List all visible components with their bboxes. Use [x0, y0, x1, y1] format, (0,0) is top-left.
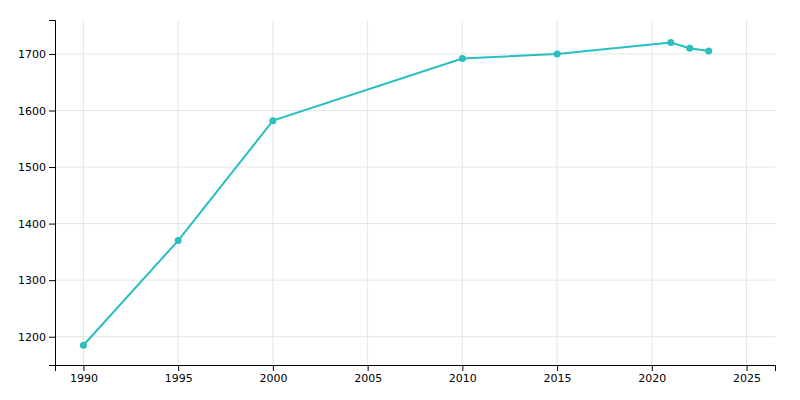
- grid-line-y: [55, 223, 775, 224]
- x-tick-label: 2000: [259, 372, 287, 385]
- plot: 1990 1995 2000 2005 2010 2015 2020 2025 1200 1300…: [18, 20, 776, 385]
- x-tick-mark: [652, 365, 653, 371]
- x-axis-line: [56, 366, 776, 372]
- x-tick-mark: [462, 365, 463, 371]
- point: [686, 45, 693, 52]
- x-tick-mark: [178, 365, 179, 371]
- x-tick-label: 2025: [733, 372, 761, 385]
- x-tick-mark: [368, 365, 369, 371]
- y-tick-label: 1600: [18, 105, 46, 118]
- y-tick-mark: [49, 337, 55, 338]
- x-tick-label: 1990: [70, 372, 98, 385]
- chart: 1990 1995 2000 2005 2010 2015 2020 2025 1200 1300…: [0, 0, 800, 400]
- x-tick: 1995: [165, 365, 193, 385]
- y-axis-line: [49, 21, 56, 366]
- grid: [55, 20, 775, 365]
- y-tick: 1500: [18, 161, 55, 174]
- grid-line-y: [55, 53, 775, 54]
- y-tick-label: 1700: [18, 48, 46, 61]
- y-tick-mark: [49, 167, 55, 168]
- point: [459, 55, 466, 62]
- grid-line-x: [462, 20, 463, 365]
- line: [83, 43, 708, 346]
- point: [269, 117, 276, 124]
- marks: [80, 39, 712, 349]
- x-tick-mark: [747, 365, 748, 371]
- y-tick-label: 1300: [18, 274, 46, 287]
- x-tick-mark: [557, 365, 558, 371]
- y-tick: 1200: [18, 331, 55, 344]
- y-tick-label: 1400: [18, 218, 46, 231]
- grid-line-x: [367, 20, 368, 365]
- y-tick: 1400: [18, 218, 55, 231]
- y-tick-mark: [49, 224, 55, 225]
- x-tick: 2025: [733, 365, 761, 385]
- y-tick-label: 1200: [18, 331, 46, 344]
- x-tick-mark: [273, 365, 274, 371]
- point: [554, 50, 561, 57]
- grid-line-y: [55, 110, 775, 111]
- x-tick-label: 2015: [544, 372, 572, 385]
- grid-line-x: [272, 20, 273, 365]
- x-tick-mark: [83, 365, 84, 371]
- y-tick-mark: [49, 54, 55, 55]
- y-tick-mark: [49, 280, 55, 281]
- grid-line-x: [746, 20, 747, 365]
- point: [80, 342, 87, 349]
- x-axis: 1990 1995 2000 2005 2010 2015 2020 2025: [56, 365, 776, 385]
- y-tick-mark: [49, 110, 55, 111]
- grid-line-x: [651, 20, 652, 365]
- grid-line-y: [55, 167, 775, 168]
- point: [175, 237, 182, 244]
- grid-line-x: [557, 20, 558, 365]
- x-tick: 2015: [544, 365, 572, 385]
- y-tick: 1300: [18, 274, 55, 287]
- x-tick: 2010: [449, 365, 477, 385]
- x-tick-label: 2020: [638, 372, 666, 385]
- grid-line-y: [55, 280, 775, 281]
- point: [705, 48, 712, 55]
- x-tick: 1990: [70, 365, 98, 385]
- x-tick-label: 1995: [165, 372, 193, 385]
- y-tick: 1600: [18, 105, 55, 118]
- x-tick: 2000: [259, 365, 287, 385]
- x-tick: 2005: [354, 365, 382, 385]
- x-tick-label: 2010: [449, 372, 477, 385]
- point: [667, 39, 674, 46]
- x-tick: 2020: [638, 365, 666, 385]
- y-tick: 1700: [18, 48, 55, 61]
- y-tick-label: 1500: [18, 161, 46, 174]
- grid-line-x: [178, 20, 179, 365]
- x-tick-label: 2005: [354, 372, 382, 385]
- y-axis: 1200 1300 1400 1500 1600 1700: [18, 21, 56, 366]
- grid-line-y: [55, 336, 775, 337]
- grid-line-x: [83, 20, 84, 365]
